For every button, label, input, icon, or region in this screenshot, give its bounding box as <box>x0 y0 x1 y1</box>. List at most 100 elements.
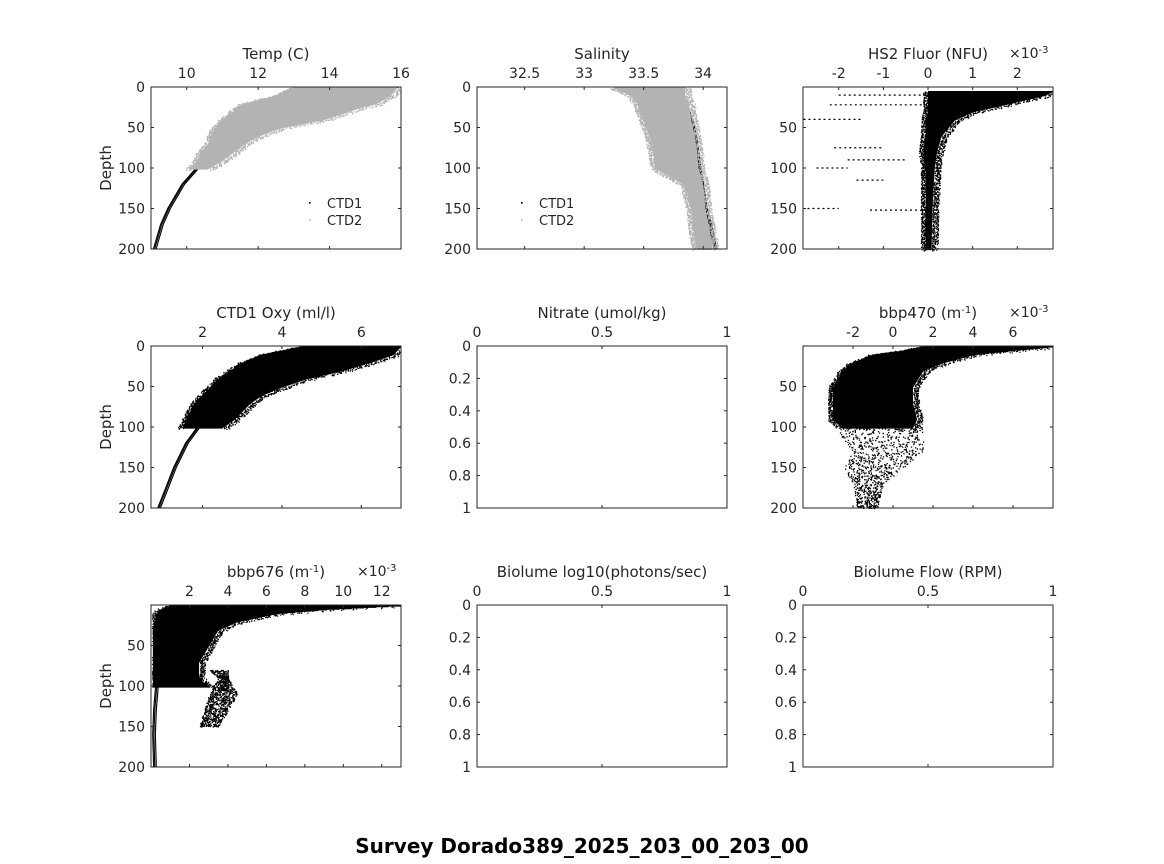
panel-title: Temp (C) <box>242 45 310 63</box>
legend-label: CTD1 <box>539 197 574 212</box>
profile-line <box>154 685 159 768</box>
series-ctd2 <box>186 87 401 172</box>
legend-marker <box>521 202 523 204</box>
panel-title: bbp676 (m-1) <box>227 563 325 581</box>
y-tick-label: 200 <box>770 501 797 517</box>
band-points <box>918 91 1053 252</box>
y-tick-label: 200 <box>770 242 797 258</box>
panel-title: Nitrate (umol/kg) <box>538 304 667 322</box>
y-tick-label: 0.8 <box>449 728 471 744</box>
x-tick-label: 6 <box>262 584 271 600</box>
y-tick-label: 50 <box>779 380 797 396</box>
x-tick-label: 1 <box>723 325 732 341</box>
profile-line <box>158 426 200 509</box>
band-points <box>828 346 1053 430</box>
y-tick-label: 0 <box>136 339 145 355</box>
y-tick-label: 0.2 <box>449 630 471 646</box>
panel-temp: 10 12 14 16 0 50 100 150 200 Temp (C) Depth CTD1 CTD… <box>97 45 410 258</box>
x-exponent: ×10-3 <box>357 563 397 581</box>
y-tick-label: 100 <box>770 161 797 177</box>
x-tick-label: 2 <box>198 325 207 341</box>
x-tick-label: 0 <box>889 325 898 341</box>
series-ctd1 <box>152 605 401 768</box>
panel-title: HS2 Fluor (NFU) <box>868 45 988 63</box>
x-tick-label: 2 <box>185 584 194 600</box>
legend-marker <box>309 219 311 221</box>
x-tick-label: 12 <box>249 66 267 82</box>
y-axis-label: Depth <box>97 663 115 709</box>
x-tick-label: 1 <box>968 66 977 82</box>
x-tick-label: 6 <box>1009 325 1018 341</box>
y-tick-label: 100 <box>118 679 145 695</box>
panel-title: bbp470 (m-1) <box>879 304 977 322</box>
x-tick-label: -2 <box>846 325 860 341</box>
figure-title: Survey Dorado389_2025_203_00_203_00 <box>355 834 809 858</box>
x-tick-label: 6 <box>357 325 366 341</box>
x-tick-label: 0 <box>473 325 482 341</box>
legend-marker <box>521 219 523 221</box>
band-points <box>610 87 720 251</box>
y-axis-label: Depth <box>97 404 115 450</box>
panel-salinity: 32.5 33 33.5 34 0 50 100 150 200 Salinity CTD1 CTD2 <box>444 45 728 258</box>
title-superscript: -1 <box>309 564 319 575</box>
exponent-power: -3 <box>387 563 397 574</box>
x-tick-label: -2 <box>832 66 846 82</box>
y-tick-label: 0.6 <box>775 695 797 711</box>
x-tick-label: 4 <box>223 584 232 600</box>
panel-title: Salinity <box>574 45 630 63</box>
x-tick-label: 0.5 <box>917 584 939 600</box>
y-tick-label: 50 <box>779 121 797 137</box>
panel-nitrate: 0 0.5 1 0 0.2 0.4 0.6 0.8 1 Nitrate (umol/kg) <box>449 304 732 517</box>
sparse-points <box>835 427 925 510</box>
x-tick-label: 0.5 <box>591 584 613 600</box>
x-tick-label: 10 <box>334 584 352 600</box>
legend-label: CTD2 <box>539 214 574 229</box>
y-tick-label: 0.2 <box>775 630 797 646</box>
panel-bbp676: 2 4 6 8 10 12 50 100 150 200 bbp676 (m-1) ×10-3 Dept… <box>97 563 402 776</box>
plot-area <box>803 605 1053 767</box>
y-tick-label: 150 <box>118 720 145 736</box>
profile-line <box>153 685 158 768</box>
y-tick-label: 150 <box>118 461 145 477</box>
series-ctd1 <box>157 346 401 509</box>
y-tick-label: 0.2 <box>449 371 471 387</box>
panel-oxy: 2 4 6 0 50 100 150 200 CTD1 Oxy (ml/l) Depth <box>97 304 402 517</box>
y-tick-label: 100 <box>118 161 145 177</box>
x-tick-label: 10 <box>178 66 196 82</box>
series-ctd1 <box>803 91 1053 252</box>
x-tick-label: 2 <box>1013 66 1022 82</box>
y-tick-label: 0.4 <box>449 404 471 420</box>
y-tick-label: 0.8 <box>449 469 471 485</box>
y-tick-label: 0.6 <box>449 695 471 711</box>
panel-bbp470: -2 0 2 4 6 50 100 150 200 bbp470 (m-1) ×10-3 <box>770 304 1054 517</box>
x-tick-label: 4 <box>969 325 978 341</box>
x-tick-label: 33 <box>575 66 593 82</box>
y-tick-label: 200 <box>118 242 145 258</box>
x-tick-label: -1 <box>876 66 890 82</box>
band-points <box>152 605 401 690</box>
title-end: ) <box>319 563 325 581</box>
panel-biolume: 0 0.5 1 0 0.2 0.4 0.6 0.8 1 Biolume log10(photons… <box>449 563 732 776</box>
y-tick-label: 1 <box>788 760 797 776</box>
legend-marker <box>309 202 311 204</box>
x-tick-label: 8 <box>300 584 309 600</box>
x-tick-label: 0.5 <box>591 325 613 341</box>
y-tick-label: 0.4 <box>775 663 797 679</box>
x-exponent: ×10-3 <box>1009 45 1049 63</box>
y-tick-label: 150 <box>118 202 145 218</box>
y-tick-label: 1 <box>462 760 471 776</box>
series-ctd1 <box>828 346 1053 510</box>
title-end: ) <box>971 304 977 322</box>
x-tick-label: 14 <box>321 66 339 82</box>
y-tick-label: 150 <box>770 202 797 218</box>
panel-title: Biolume log10(photons/sec) <box>497 563 708 581</box>
series-ctd2 <box>610 87 720 251</box>
y-tick-label: 0 <box>462 598 471 614</box>
x-tick-label: 16 <box>392 66 410 82</box>
panel-flow: 0 0.5 1 0 0.2 0.4 0.6 0.8 1 Biolume Flow (RPM) <box>775 563 1058 776</box>
panel-title: Biolume Flow (RPM) <box>853 563 1002 581</box>
profile-line <box>157 426 198 509</box>
y-tick-label: 100 <box>444 161 471 177</box>
title-superscript: -1 <box>961 305 971 316</box>
x-tick-label: 4 <box>277 325 286 341</box>
